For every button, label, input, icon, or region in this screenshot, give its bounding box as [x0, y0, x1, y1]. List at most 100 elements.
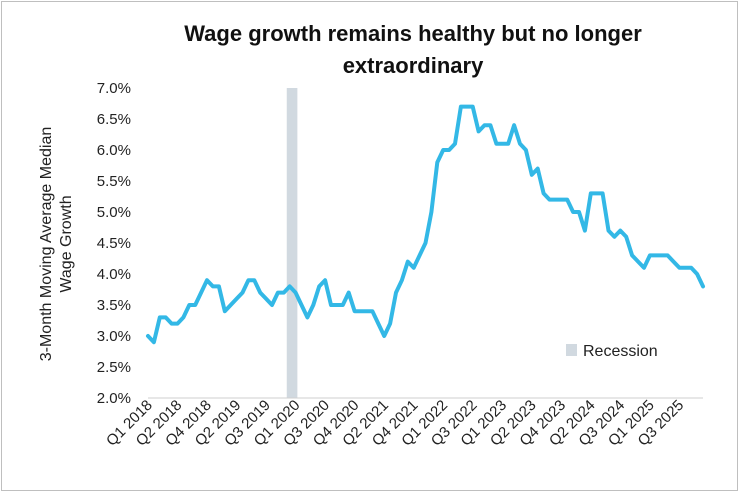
data-point: [454, 143, 456, 145]
data-point: [672, 260, 675, 263]
y-tick-label: 6.5%: [97, 111, 131, 128]
data-point: [359, 310, 362, 313]
data-point: [442, 149, 445, 151]
data-point: [584, 229, 586, 232]
data-point: [407, 260, 409, 263]
series-line-wage-growth: [146, 104, 705, 345]
chart-title-line-1: Wage growth remains healthy but no longe…: [184, 21, 642, 46]
data-point: [224, 310, 226, 313]
data-point: [412, 267, 415, 269]
data-point: [655, 254, 657, 257]
y-tick-label: 2.0%: [97, 390, 131, 407]
data-point: [318, 285, 321, 288]
legend-label-recession: Recession: [583, 343, 658, 360]
data-point: [678, 267, 681, 269]
data-point: [477, 130, 480, 133]
data-point: [229, 304, 232, 306]
data-point: [312, 304, 315, 306]
data-point: [424, 242, 427, 244]
recession-band: [286, 88, 298, 398]
data-point: [649, 254, 651, 257]
data-point: [702, 285, 704, 288]
data-point: [401, 279, 403, 282]
data-point: [170, 322, 173, 325]
y-tick-label: 3.0%: [97, 328, 131, 345]
data-point: [389, 322, 391, 325]
data-point: [542, 192, 545, 195]
data-point: [283, 291, 285, 294]
data-point: [259, 291, 262, 294]
data-point: [247, 279, 250, 282]
legend-swatch-recession: [566, 344, 577, 356]
data-point: [690, 267, 692, 269]
data-point: [277, 291, 279, 294]
y-axis-label-line-1: 3-Month Moving Average Median: [38, 127, 55, 362]
data-point: [383, 335, 386, 337]
data-point: [448, 149, 450, 151]
data-point: [696, 273, 698, 275]
data-point: [619, 229, 622, 232]
data-point: [153, 341, 155, 344]
data-point: [643, 267, 645, 269]
data-point: [572, 211, 574, 213]
data-point: [684, 267, 687, 269]
data-point: [288, 285, 291, 288]
data-point: [164, 316, 167, 319]
y-tick-label: 4.5%: [97, 235, 131, 252]
y-tick-label: 7.0%: [97, 80, 131, 97]
data-point: [347, 291, 350, 294]
data-point: [300, 304, 303, 306]
data-point: [330, 304, 332, 306]
data-point: [613, 236, 616, 238]
y-tick-label: 3.5%: [97, 297, 131, 314]
y-axis-label: 3-Month Moving Average Median Wage Growt…: [38, 127, 75, 362]
data-point: [566, 198, 568, 201]
data-point: [519, 143, 521, 145]
y-tick-label: 5.5%: [97, 173, 131, 190]
data-point: [200, 291, 202, 294]
data-point: [218, 285, 220, 288]
data-point: [531, 174, 533, 176]
data-point: [601, 192, 604, 195]
data-point: [595, 192, 598, 195]
data-point: [212, 285, 214, 288]
data-point: [418, 254, 421, 257]
data-point: [471, 105, 474, 108]
legend: Recession: [566, 343, 658, 360]
data-point: [460, 105, 462, 108]
data-point: [353, 310, 356, 313]
data-point: [306, 316, 309, 319]
y-axis-ticks: 2.0% 2.5% 3.0% 3.5% 4.0% 4.5% 5.0% 5.5% 6.0% 6.5%…: [97, 80, 131, 407]
data-point: [560, 198, 563, 201]
data-point: [377, 322, 380, 325]
data-point: [342, 304, 344, 306]
y-tick-label: 5.0%: [97, 204, 131, 221]
data-point: [430, 211, 433, 213]
data-point: [525, 149, 527, 151]
y-tick-label: 4.0%: [97, 266, 131, 283]
series-layer: [146, 104, 705, 345]
data-point: [182, 316, 185, 319]
data-point: [194, 304, 196, 306]
data-point: [536, 167, 539, 170]
data-point: [188, 304, 191, 306]
data-point: [483, 124, 486, 126]
data-point: [176, 322, 179, 325]
data-point: [241, 291, 244, 294]
data-point: [371, 310, 374, 313]
data-point: [507, 143, 510, 145]
data-point: [206, 279, 208, 282]
data-point: [495, 143, 498, 145]
data-point: [666, 254, 669, 257]
data-point: [607, 229, 610, 232]
y-tick-label: 6.0%: [97, 142, 131, 159]
data-point: [548, 198, 551, 201]
data-point: [660, 254, 663, 257]
data-point: [365, 310, 368, 313]
data-point: [578, 211, 580, 213]
data-point: [253, 279, 256, 282]
y-tick-label: 2.5%: [97, 359, 131, 376]
